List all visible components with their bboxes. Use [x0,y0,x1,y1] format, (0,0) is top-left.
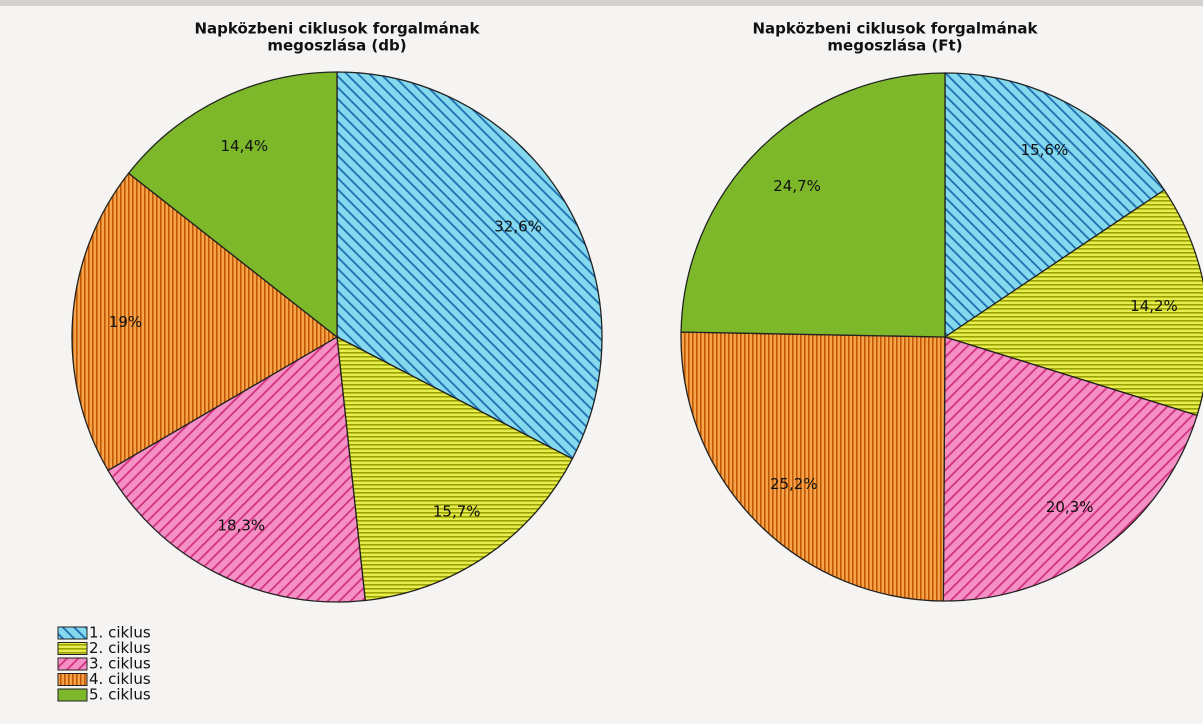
pie-slice [336,71,603,460]
data-label: 18,3% [218,517,266,535]
legend-label: 2. ciklus [89,639,151,657]
data-label: 15,7% [433,502,481,520]
top-bar [0,0,1203,6]
legend-label: 5. ciklus [89,686,151,704]
pie-slice [942,336,1198,602]
chart-title: megoszlása (db) [267,37,406,55]
data-label: 14,2% [1130,297,1178,315]
pie-slice [944,72,1166,339]
data-label: 14,4% [221,137,269,155]
data-label: 24,7% [773,177,821,195]
legend-swatch [57,626,88,640]
pie-slice [680,72,946,338]
data-label: 15,6% [1021,141,1069,159]
data-label: 32,6% [494,217,542,235]
legend-swatch [57,657,88,671]
data-label: 25,2% [770,475,818,493]
legend-swatch [57,673,88,686]
pie-slice [127,71,338,339]
legend-swatch [57,688,88,702]
legend-swatch [57,642,88,655]
pie-slice [107,335,366,603]
legend-label: 1. ciklus [89,624,151,642]
pie-slice [71,172,339,472]
data-label: 19% [109,313,142,331]
chart-title: Napközbeni ciklusok forgalmának [195,20,481,38]
legend-label: 3. ciklus [89,655,151,673]
legend-label: 4. ciklus [89,670,151,688]
data-label: 20,3% [1046,498,1094,516]
chart-title: Napközbeni ciklusok forgalmának [753,20,1039,38]
chart-title: megoszlása (Ft) [827,37,962,55]
pie-slice [336,335,574,602]
pie-slice [680,331,946,602]
